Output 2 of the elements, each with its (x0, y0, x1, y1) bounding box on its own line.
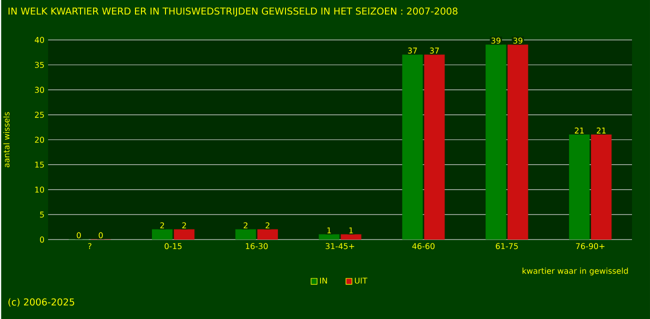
chart-title: IN WELK KWARTIER WERD ER IN THUISWEDSTRIJDEN GEWISSELD IN HET SEIZOEN : 2007-2008 (8, 7, 458, 16)
text: (c) 2006-2025 (8, 298, 74, 306)
